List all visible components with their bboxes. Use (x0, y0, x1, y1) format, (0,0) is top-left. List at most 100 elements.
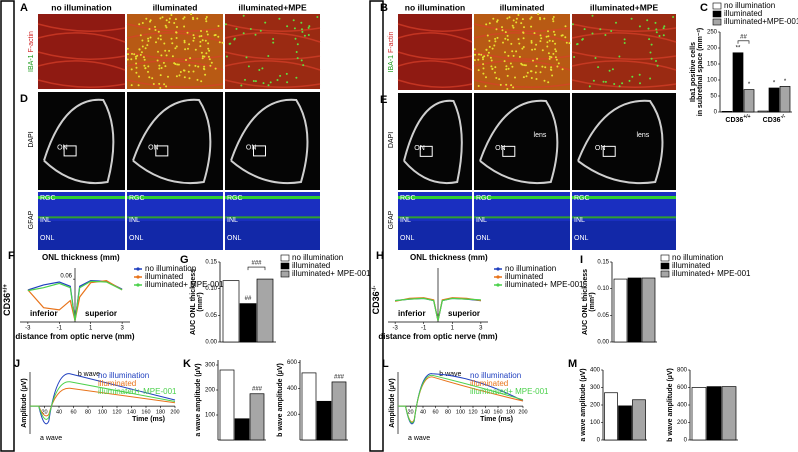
cell (649, 77, 652, 80)
cell (550, 56, 553, 59)
legend-label: no illumination (98, 371, 149, 380)
cell (551, 40, 554, 43)
cell (170, 14, 173, 16)
layer-label: ONL (574, 235, 589, 242)
bar (613, 278, 628, 343)
significance: ### (334, 375, 345, 381)
vessel (224, 79, 321, 88)
panel-letter: D (20, 93, 28, 105)
bar (632, 399, 646, 441)
cell (548, 39, 551, 42)
cell (588, 85, 591, 88)
lens-label: lens (636, 132, 649, 139)
cell (481, 56, 484, 59)
vessel (224, 32, 321, 43)
cell (543, 79, 546, 82)
cell (303, 34, 306, 37)
cell (512, 86, 515, 89)
legend-label: illuminated+ MPE-001 (505, 280, 584, 289)
vessel (224, 60, 321, 71)
legend-label: illuminated+MPE-001 (724, 17, 798, 26)
cell (565, 41, 568, 44)
cell (207, 55, 210, 58)
vessel (571, 79, 677, 88)
cell (548, 57, 551, 60)
bar (222, 280, 240, 343)
cell (159, 74, 162, 77)
cell (193, 37, 196, 39)
cell (133, 53, 136, 56)
cell (547, 52, 550, 55)
cell (142, 56, 145, 59)
vessel (224, 51, 321, 60)
cell (161, 16, 164, 19)
cell (163, 83, 166, 86)
legend-swatch (660, 254, 670, 262)
cell (647, 27, 650, 30)
cell (511, 24, 514, 27)
cell (521, 47, 524, 50)
stain: IBA-1 (388, 55, 395, 73)
cell (658, 35, 661, 37)
cell (491, 68, 494, 70)
y-axis-label: a wave amplitude (µV) (195, 363, 202, 436)
significance: ### (251, 261, 262, 267)
genotype-sup: +/+ (3, 284, 9, 293)
cell (576, 43, 579, 45)
panel-letter: B (380, 2, 388, 14)
cell (547, 35, 550, 38)
cell (163, 42, 166, 45)
cell (267, 84, 270, 87)
gfap-band (38, 196, 125, 199)
cell (205, 20, 208, 23)
cell (511, 65, 514, 68)
cell (487, 51, 490, 54)
micrograph (572, 93, 676, 190)
cell (591, 14, 594, 17)
cell (581, 38, 584, 40)
legend-label: illuminated (98, 379, 136, 388)
cell (254, 33, 257, 36)
cell (521, 18, 524, 21)
y-tick-label: 600 (287, 360, 298, 366)
onl (398, 221, 472, 250)
y-axis-label: b wave amplitude (µV) (277, 363, 284, 437)
cell (477, 85, 480, 87)
cell (245, 56, 248, 59)
cell (530, 25, 533, 28)
region-label: superior (85, 309, 117, 318)
cell (202, 67, 205, 70)
cell (135, 66, 138, 69)
gfap-band (572, 196, 676, 199)
column-header: illuminated (500, 2, 545, 12)
cell (474, 53, 476, 56)
legend-label: illuminated (505, 272, 543, 281)
legend-label: illuminated (145, 272, 183, 281)
layer-label: RGC (129, 195, 145, 202)
cell (535, 78, 538, 80)
on-label: ON (414, 145, 425, 152)
genotype-label: CD36-/- (371, 286, 381, 315)
cell (200, 80, 203, 83)
cell (623, 38, 626, 41)
cell (515, 17, 518, 20)
x-tick-label: 140 (127, 410, 136, 416)
layer-label: RGC (40, 195, 56, 202)
y-tick-label: 0.06 (60, 274, 72, 280)
gfap-band (127, 196, 223, 199)
cell (477, 58, 480, 61)
cell (201, 57, 204, 60)
micrograph (398, 192, 472, 250)
cell (138, 23, 141, 26)
cell (126, 58, 129, 61)
cell (650, 43, 653, 46)
micrograph (397, 14, 473, 90)
onl (474, 221, 570, 250)
bar (732, 52, 744, 113)
gfap-band (474, 196, 570, 199)
x-tick-label: 3 (479, 326, 483, 332)
significance: ## (740, 34, 747, 40)
micrograph (225, 192, 320, 250)
stain: IBA-1 (28, 54, 35, 72)
cell (490, 59, 493, 62)
